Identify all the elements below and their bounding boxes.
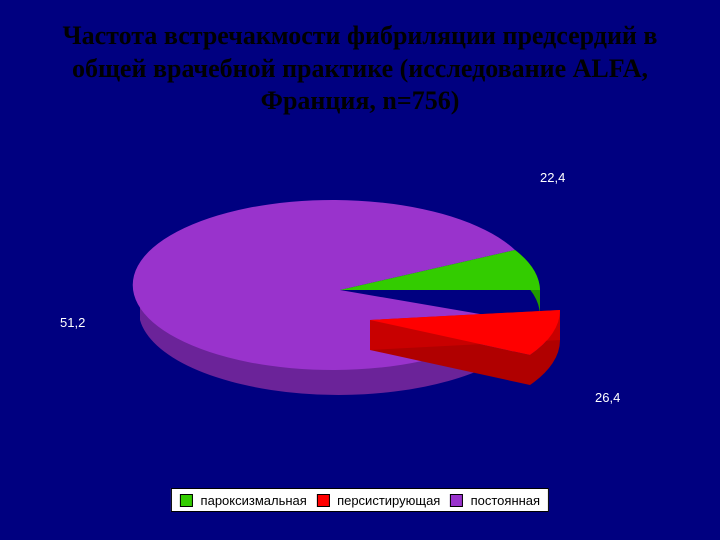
slice-label-purple: 51,2 xyxy=(60,315,85,330)
legend: пароксизмальная персистирующая постоянна… xyxy=(171,488,549,512)
legend-swatch-green xyxy=(180,494,193,507)
pie-chart: 22,4 26,4 51,2 xyxy=(60,160,660,440)
legend-label-red: персистирующая xyxy=(337,493,440,508)
legend-swatch-purple xyxy=(450,494,463,507)
slice-label-red: 26,4 xyxy=(595,390,620,405)
legend-swatch-red xyxy=(316,494,329,507)
legend-label-green: пароксизмальная xyxy=(201,493,307,508)
legend-label-purple: постоянная xyxy=(471,493,540,508)
chart-title: Частота встречакмости фибриляции предсер… xyxy=(0,0,720,128)
slice-label-green: 22,4 xyxy=(540,170,565,185)
